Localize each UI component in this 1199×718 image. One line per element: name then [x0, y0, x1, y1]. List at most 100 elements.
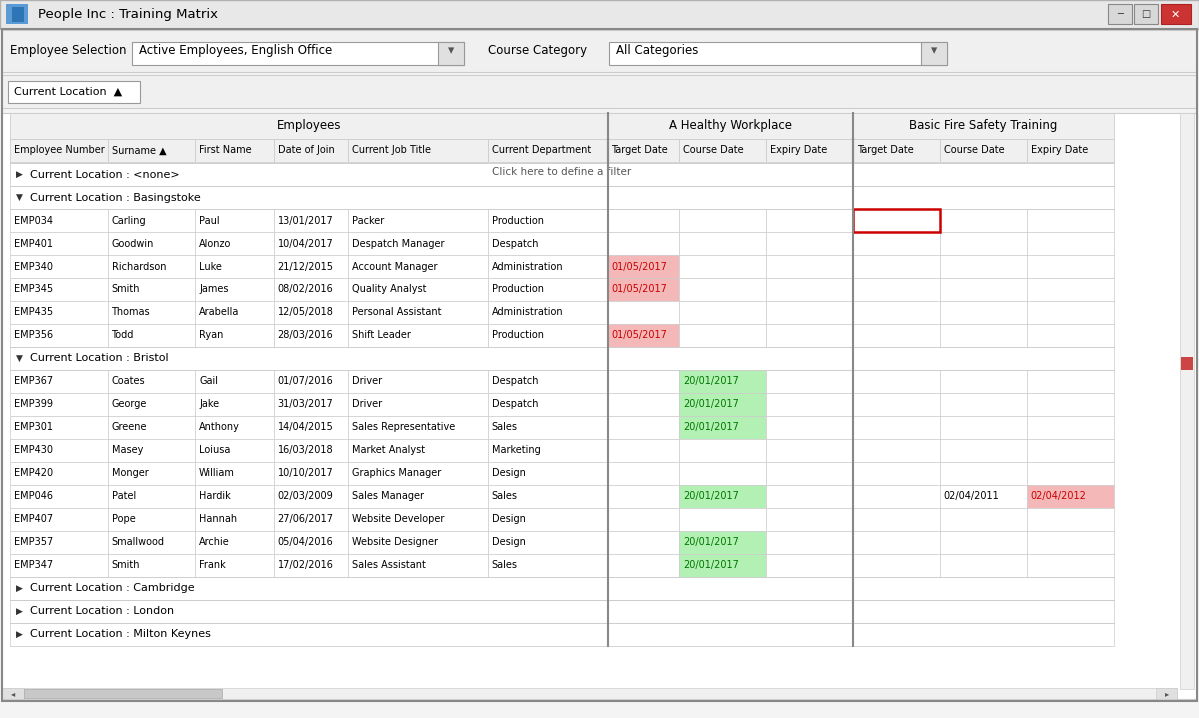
Bar [108, 139, 195, 162]
Bar [940, 139, 1026, 162]
Bar [10, 186, 1114, 209]
Text: 02/03/2009: 02/03/2009 [278, 491, 333, 501]
Bar [273, 255, 348, 278]
Text: Smallwood: Smallwood [112, 537, 164, 547]
Bar [1026, 485, 1114, 508]
Text: Greene: Greene [112, 422, 147, 432]
Text: EMP407: EMP407 [13, 514, 53, 524]
Text: Production: Production [492, 215, 543, 225]
Bar [766, 485, 854, 508]
Bar [10, 162, 1114, 182]
Bar [195, 209, 273, 232]
Bar [108, 301, 195, 324]
Text: Alonzo: Alonzo [199, 238, 231, 248]
Text: ▶: ▶ [16, 170, 23, 179]
Bar [132, 42, 464, 65]
Bar [608, 508, 679, 531]
Bar [940, 370, 1026, 393]
Text: James: James [199, 284, 229, 294]
Text: EMP420: EMP420 [13, 468, 53, 478]
Text: ▶: ▶ [16, 607, 23, 615]
Bar [679, 462, 766, 485]
Text: Course Category: Course Category [488, 45, 588, 57]
Text: Expiry Date: Expiry Date [770, 146, 827, 155]
Text: Arabella: Arabella [199, 307, 240, 317]
Bar [940, 209, 1026, 232]
Text: ▼: ▼ [16, 354, 23, 363]
Bar [10, 623, 1114, 645]
Bar [10, 508, 108, 531]
Bar [348, 393, 488, 416]
Bar [679, 301, 766, 324]
Bar [679, 531, 766, 554]
Text: Design: Design [492, 514, 525, 524]
Text: ▶: ▶ [16, 630, 23, 638]
Bar [940, 462, 1026, 485]
Bar [108, 508, 195, 531]
Text: George: George [112, 399, 147, 409]
Bar [608, 301, 679, 324]
Text: EMP046: EMP046 [13, 491, 53, 501]
Bar [766, 439, 854, 462]
Text: ◂: ◂ [11, 689, 16, 698]
Text: Coates: Coates [112, 376, 145, 386]
Bar [488, 531, 608, 554]
Bar [348, 301, 488, 324]
Bar [273, 370, 348, 393]
Text: Surname ▲: Surname ▲ [112, 146, 167, 155]
Bar [108, 324, 195, 347]
Text: A Healthy Workplace: A Healthy Workplace [669, 119, 793, 132]
Bar [195, 439, 273, 462]
Bar [2, 688, 1177, 699]
Bar [10, 255, 108, 278]
Bar [195, 462, 273, 485]
Text: ▾: ▾ [930, 45, 938, 57]
Text: EMP430: EMP430 [13, 445, 53, 455]
Bar [854, 485, 940, 508]
Text: 13/01/2017: 13/01/2017 [278, 215, 333, 225]
Text: ✕: ✕ [1171, 9, 1180, 19]
Bar [348, 531, 488, 554]
Bar [273, 232, 348, 255]
Bar [10, 462, 108, 485]
Bar [273, 531, 348, 554]
Bar [10, 439, 108, 462]
Bar [940, 324, 1026, 347]
Text: Anthony: Anthony [199, 422, 240, 432]
Text: EMP435: EMP435 [13, 307, 53, 317]
Bar [608, 439, 679, 462]
Text: Production: Production [492, 330, 543, 340]
Text: Paul: Paul [199, 215, 219, 225]
Bar [108, 209, 195, 232]
Bar [854, 439, 940, 462]
Text: Course Date: Course Date [944, 146, 1005, 155]
Bar [195, 301, 273, 324]
Bar [679, 439, 766, 462]
Bar [766, 554, 854, 577]
Text: 28/03/2016: 28/03/2016 [278, 330, 333, 340]
Text: ▼: ▼ [16, 193, 23, 202]
Bar [1161, 4, 1191, 24]
Bar [108, 255, 195, 278]
Text: Sales Manager: Sales Manager [353, 491, 424, 501]
Text: 20/01/2017: 20/01/2017 [683, 491, 739, 501]
Text: 20/01/2017: 20/01/2017 [683, 376, 739, 386]
Bar [488, 139, 608, 162]
Bar [10, 301, 108, 324]
Text: ▾: ▾ [447, 45, 454, 57]
Bar [1026, 209, 1114, 232]
Text: 17/02/2016: 17/02/2016 [278, 560, 333, 570]
Text: EMP034: EMP034 [13, 215, 53, 225]
Bar [854, 209, 940, 232]
Bar [195, 232, 273, 255]
Text: Hardik: Hardik [199, 491, 230, 501]
Text: Current Location  ▲: Current Location ▲ [14, 87, 122, 96]
Bar [940, 255, 1026, 278]
Bar [1108, 4, 1132, 24]
Text: 02/04/2012: 02/04/2012 [1031, 491, 1086, 501]
Text: 01/07/2016: 01/07/2016 [278, 376, 333, 386]
Bar [6, 4, 28, 24]
Bar [940, 531, 1026, 554]
Bar [679, 370, 766, 393]
Bar [195, 416, 273, 439]
